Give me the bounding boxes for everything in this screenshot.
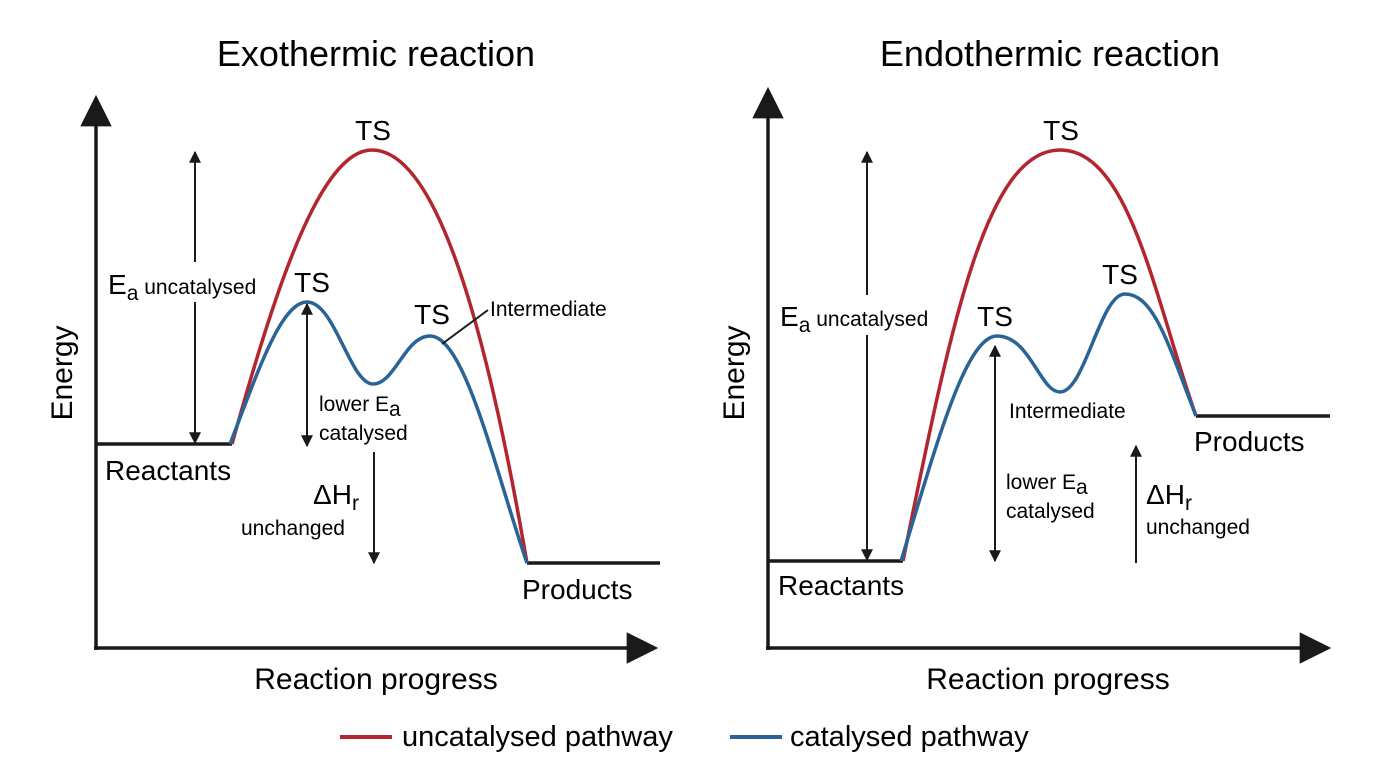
ts-label-catalysed-1: TS [294, 267, 330, 298]
ts-label-catalysed-2: TS [1102, 259, 1138, 290]
catalysed-curve [899, 292, 1198, 562]
svg-text:unchanged: unchanged [1146, 516, 1250, 539]
y-axis-label: Energy [46, 325, 79, 420]
y-axis-label: Energy [718, 325, 751, 420]
legend-label-catalysed: catalysed pathway [790, 721, 1029, 753]
svg-text:ΔHr: ΔHr [313, 479, 359, 515]
ts-label-uncatalysed: TS [355, 115, 391, 146]
ea-catalysed-label: lower Ea catalysed [1003, 465, 1101, 525]
svg-text:Ea uncatalysed: Ea uncatalysed [108, 269, 256, 305]
uncatalysed-curve [901, 148, 1198, 562]
svg-text:lower Ea: lower Ea [1006, 471, 1088, 499]
dh-label: ΔHr unchanged [1146, 479, 1250, 539]
svg-text:lower Ea: lower Ea [319, 393, 401, 421]
panel-endothermic: Endothermic reaction Energy Reaction pro… [718, 33, 1332, 696]
panel-title: Endothermic reaction [880, 33, 1220, 74]
ea-catalysed-label: lower Ea catalysed [314, 388, 414, 448]
svg-text:catalysed: catalysed [319, 422, 408, 445]
catalysed-curve [228, 300, 529, 564]
ts-label-catalysed-1: TS [977, 301, 1013, 332]
ts-label-uncatalysed: TS [1043, 115, 1079, 146]
ts-label-catalysed-2: TS [414, 299, 450, 330]
intermediate-leader [441, 309, 489, 345]
ea-uncatalysed-label: Ea uncatalysed [776, 295, 936, 337]
x-axis-label: Reaction progress [254, 663, 497, 696]
dh-label: ΔHr unchanged [241, 479, 359, 540]
products-label: Products [1194, 426, 1305, 457]
legend: uncatalysed pathway catalysed pathway [340, 721, 1029, 753]
intermediate-label: Intermediate [1009, 400, 1126, 423]
svg-text:Ea uncatalysed: Ea uncatalysed [780, 301, 928, 337]
products-label: Products [522, 574, 633, 605]
reactants-label: Reactants [778, 570, 904, 601]
svg-text:catalysed: catalysed [1006, 500, 1095, 523]
panel-title: Exothermic reaction [217, 33, 535, 74]
ea-uncatalysed-label: Ea uncatalysed [104, 262, 264, 305]
intermediate-label: Intermediate [490, 298, 607, 321]
svg-text:ΔHr: ΔHr [1146, 479, 1192, 515]
x-axis-label: Reaction progress [926, 663, 1169, 696]
uncatalysed-curve [230, 148, 529, 564]
panel-exothermic: Exothermic reaction Energy Reaction prog… [46, 33, 660, 696]
legend-label-uncatalysed: uncatalysed pathway [402, 721, 673, 753]
svg-text:unchanged: unchanged [241, 517, 345, 540]
reactants-label: Reactants [105, 455, 231, 486]
